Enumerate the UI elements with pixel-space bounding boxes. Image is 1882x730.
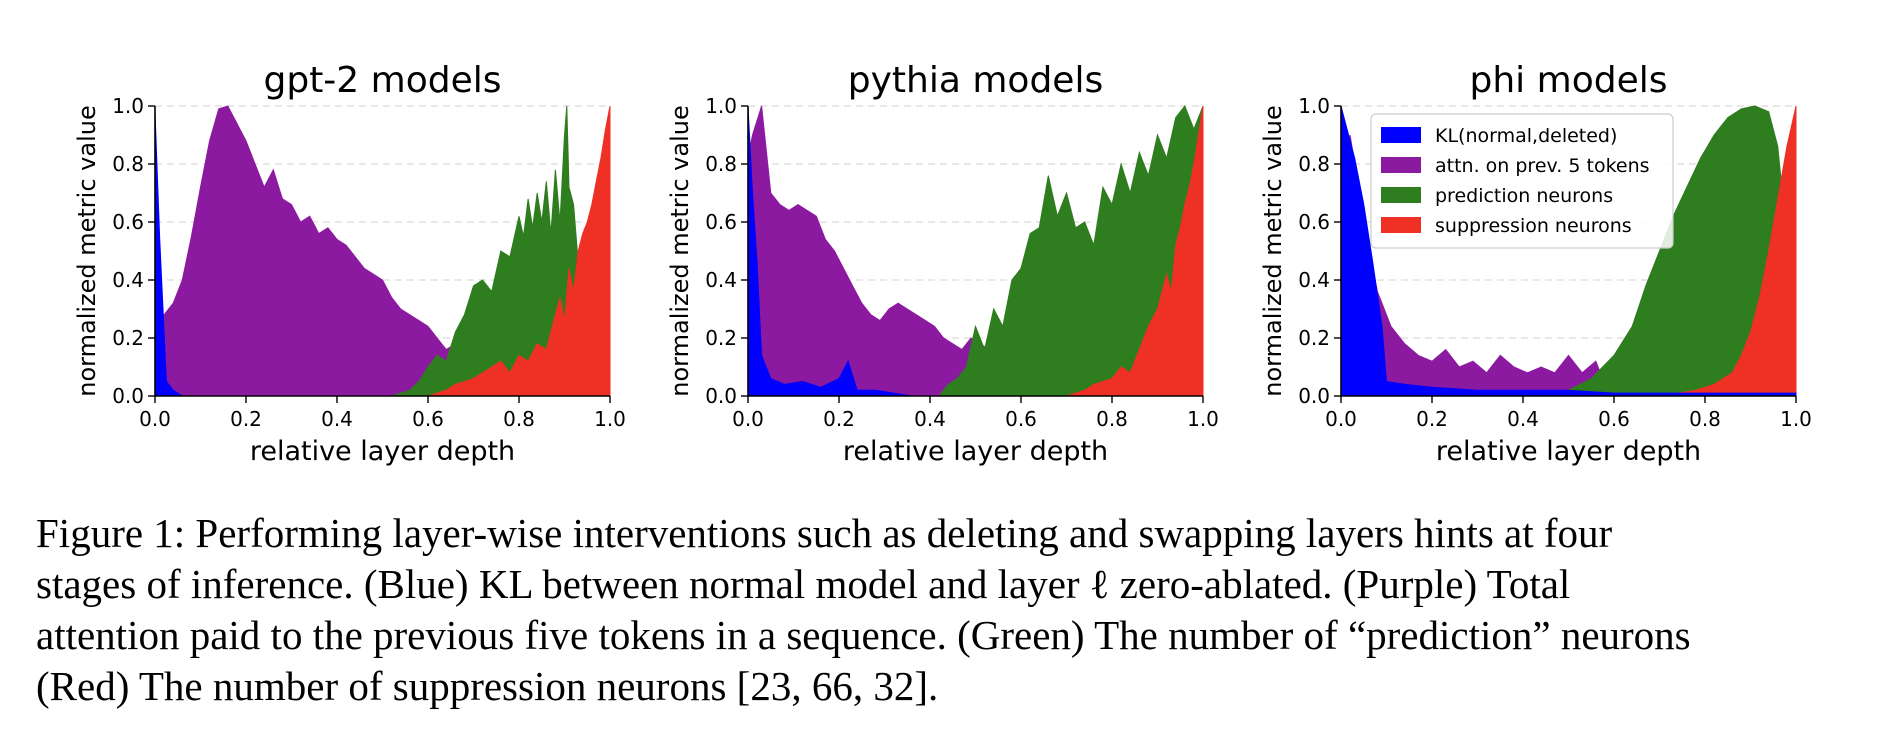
y-tick-label: 0.4 [705,268,737,292]
x-tick-label: 0.4 [914,407,946,431]
legend-swatch [1381,217,1421,233]
x-tick-label: 0.2 [230,407,262,431]
y-tick-label: 0.2 [1298,326,1330,350]
y-tick-label: 0.8 [112,152,144,176]
legend-swatch [1381,187,1421,203]
legend: KL(normal,deleted) attn. on prev. 5 token… [1370,113,1674,249]
y-tick-label: 0.6 [112,210,144,234]
y-tick-label: 0.8 [705,152,737,176]
area-series-2 [938,105,1204,397]
x-tick-label: 1.0 [594,407,626,431]
chart-title: phi models [1470,60,1668,101]
x-tick-label: 0.8 [503,407,535,431]
chart-panel-1: 0.0 0.2 0.4 0.6 0.8 1.0 0.0 0.2 0.4 0.6 0.8 1.0 gpt-… [73,60,626,467]
x-tick-label: 0.2 [823,407,855,431]
x-tick-label: 1.0 [1187,407,1219,431]
x-tick-label: 0.0 [1325,407,1357,431]
caption-line-2: stages of inference. (Blue) KL between n… [36,561,1571,607]
chart-panel-2: 0.0 0.2 0.4 0.6 0.8 1.0 0.0 0.2 0.4 0.6 0.8 1.0 pyth… [666,60,1219,467]
x-tick-label: 0.8 [1689,407,1721,431]
x-axis-label: relative layer depth [1436,436,1701,467]
y-tick-label: 0.0 [1298,384,1330,408]
y-tick-label: 0.0 [112,384,144,408]
x-tick-label: 0.0 [139,407,171,431]
x-tick-label: 0.4 [321,407,353,431]
x-tick-label: 0.6 [1005,407,1037,431]
y-tick-label: 0.2 [705,326,737,350]
x-axis-label: relative layer depth [843,436,1108,467]
legend-label: KL(normal,deleted) [1435,125,1617,147]
legend-label: attn. on prev. 5 tokens [1435,155,1650,177]
y-tick-label: 0.8 [1298,152,1330,176]
x-tick-label: 0.6 [412,407,444,431]
legend-swatch [1381,157,1421,173]
legend-label: suppression neurons [1435,215,1632,237]
x-tick-label: 1.0 [1780,407,1812,431]
x-tick-label: 0.4 [1507,407,1539,431]
area-series-1 [154,105,475,397]
y-tick-label: 0.6 [1298,210,1330,234]
y-tick-label: 0.4 [1298,268,1330,292]
y-tick-label: 1.0 [112,94,144,118]
y-tick-label: 0.2 [112,326,144,350]
chart-svg: 0.0 0.2 0.4 0.6 0.8 1.0 0.0 0.2 0.4 0.6 0.8 1.0 gpt-… [73,60,1812,467]
area-series-3 [1659,105,1797,397]
x-tick-label: 0.8 [1096,407,1128,431]
area-series-3 [427,105,611,397]
legend-label: prediction neurons [1435,185,1613,207]
y-tick-label: 0.0 [705,384,737,408]
figure-caption: Figure 1: Performing layer-wise interven… [36,508,1848,712]
legend-swatch [1381,127,1421,143]
x-tick-label: 0.0 [732,407,764,431]
y-axis-label: normalized metric value [73,105,101,396]
y-tick-label: 0.6 [705,210,737,234]
area-series-4 [747,105,912,397]
y-axis-label: normalized metric value [1259,105,1287,396]
legend-box [1370,113,1674,249]
y-axis-label: normalized metric value [666,105,694,396]
caption-line-3: attention paid to the previous five toke… [36,612,1691,658]
area-series-3 [1066,105,1204,397]
caption-line-1: Figure 1: Performing layer-wise interven… [36,510,1613,556]
x-tick-label: 0.2 [1416,407,1448,431]
chart-panel-3: 0.0 0.2 0.4 0.6 0.8 1.0 0.0 0.2 0.4 0.6 0.8 1.0 phi … [1259,60,1812,467]
y-tick-label: 1.0 [1298,94,1330,118]
caption-line-4: (Red) The number of suppression neurons … [36,663,939,709]
area-series-4 [1340,105,1797,397]
chart-title: pythia models [848,60,1103,101]
x-axis-label: relative layer depth [250,436,515,467]
y-tick-label: 0.4 [112,268,144,292]
y-tick-label: 1.0 [705,94,737,118]
figure-panels: 0.0 0.2 0.4 0.6 0.8 1.0 0.0 0.2 0.4 0.6 0.8 1.0 gpt-… [73,60,1812,467]
chart-title: gpt-2 models [263,60,501,101]
x-tick-label: 0.6 [1598,407,1630,431]
